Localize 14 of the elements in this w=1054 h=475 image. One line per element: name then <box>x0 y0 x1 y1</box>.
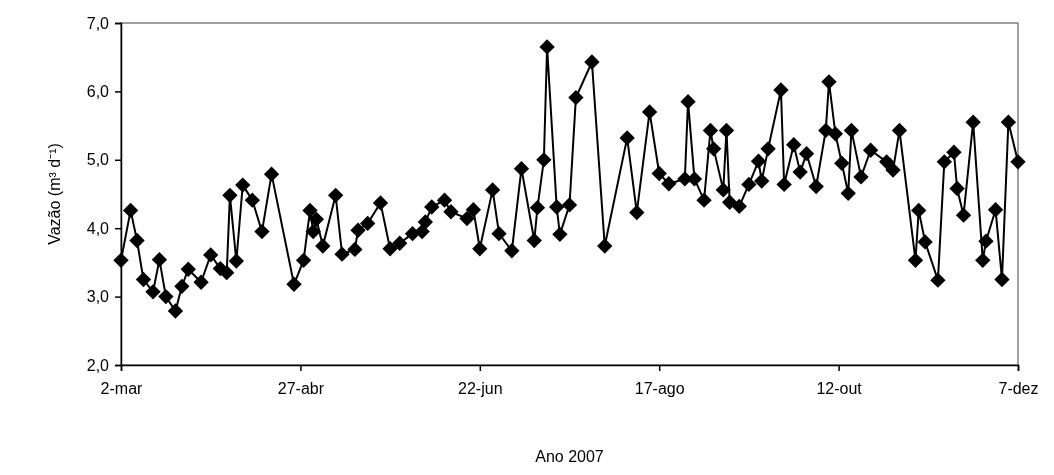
x-tick-label: 7-dez <box>998 380 1039 398</box>
x-tick-label: 12-out <box>816 380 863 398</box>
x-tick-label: 27-abr <box>277 380 325 398</box>
y-tick-label: 5,0 <box>86 151 110 169</box>
y-tick-label: 2,0 <box>86 356 110 374</box>
y-tick-label: 3,0 <box>86 288 110 306</box>
y-tick-label: 4,0 <box>86 219 110 237</box>
y-tick-label: 7,0 <box>86 14 110 32</box>
x-axis-title: Ano 2007 <box>535 448 604 465</box>
x-tick-label: 17-ago <box>634 380 685 398</box>
y-tick-label: 6,0 <box>86 83 110 101</box>
x-tick-label: 22-jun <box>458 380 503 398</box>
y-axis-title: Vazão (m³ d⁻¹) <box>46 143 63 245</box>
x-tick-label: 2-mar <box>100 380 144 398</box>
